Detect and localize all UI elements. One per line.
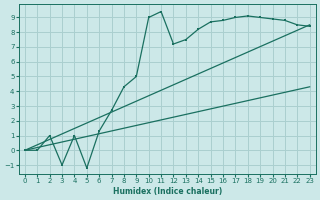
X-axis label: Humidex (Indice chaleur): Humidex (Indice chaleur) (113, 187, 222, 196)
